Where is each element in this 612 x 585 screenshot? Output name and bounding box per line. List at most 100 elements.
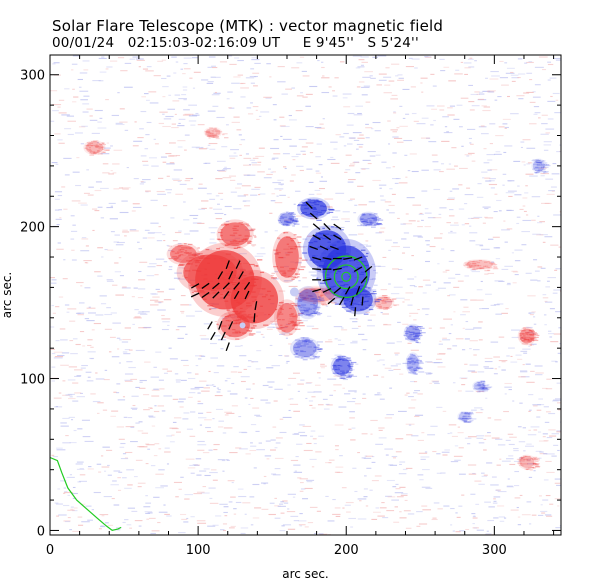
noise-mark: [62, 417, 70, 419]
positive-region-speckle: [464, 262, 469, 264]
noise-mark: [208, 370, 211, 373]
negative-region-speckle: [297, 305, 301, 307]
noise-mark: [72, 492, 78, 495]
noise-mark: [97, 247, 103, 249]
noise-mark: [357, 498, 367, 500]
noise-mark: [505, 72, 515, 74]
negative-region-speckle: [308, 242, 314, 244]
noise-mark: [137, 486, 142, 488]
noise-mark: [116, 527, 122, 529]
noise-mark: [70, 238, 75, 240]
noise-mark: [206, 82, 214, 84]
noise-mark: [510, 509, 519, 511]
noise-mark: [495, 258, 501, 260]
noise-mark: [289, 145, 297, 147]
noise-mark: [392, 178, 399, 180]
noise-mark: [498, 516, 505, 518]
positive-region-speckle: [85, 144, 90, 147]
positive-region-speckle: [276, 237, 281, 239]
noise-mark: [407, 342, 412, 344]
noise-mark: [375, 232, 382, 234]
noise-mark: [470, 143, 474, 145]
noise-mark: [311, 396, 316, 398]
noise-mark: [544, 421, 550, 423]
noise-mark: [523, 450, 526, 452]
noise-mark: [58, 392, 62, 394]
noise-mark: [166, 515, 172, 517]
noise-mark: [270, 200, 276, 202]
noise-mark: [426, 244, 430, 246]
negative-region-speckle: [360, 308, 365, 311]
positive-region-speckle: [225, 253, 232, 255]
noise-mark: [79, 90, 89, 92]
noise-mark: [556, 402, 561, 404]
negative-region-speckle: [303, 309, 309, 311]
positive-region-speckle: [296, 319, 302, 322]
negative-region-speckle: [305, 338, 311, 341]
positive-region-speckle: [244, 235, 249, 237]
noise-mark: [493, 500, 497, 502]
noise-mark: [497, 505, 505, 507]
negative-region-speckle: [333, 233, 338, 236]
noise-mark: [396, 141, 404, 143]
positive-region-speckle: [525, 332, 530, 334]
noise-mark: [374, 299, 380, 301]
positive-region-speckle: [225, 319, 230, 322]
positive-region-speckle: [280, 308, 284, 311]
noise-mark: [228, 175, 237, 177]
noise-mark: [89, 357, 95, 359]
noise-mark: [67, 517, 71, 519]
positive-region-speckle: [380, 299, 383, 302]
noise-mark: [320, 365, 327, 367]
noise-mark: [384, 201, 392, 203]
positive-region: [169, 245, 197, 263]
positive-region-speckle: [392, 298, 396, 300]
noise-mark: [133, 317, 142, 319]
noise-mark: [81, 521, 90, 523]
noise-mark: [129, 58, 136, 60]
noise-mark: [558, 409, 561, 411]
noise-mark: [110, 231, 115, 233]
negative-region-speckle: [367, 287, 371, 289]
noise-mark: [109, 60, 118, 62]
noise-mark: [90, 358, 94, 360]
noise-mark: [378, 73, 387, 75]
positive-region-speckle: [290, 322, 296, 324]
noise-mark: [341, 218, 350, 220]
noise-mark: [526, 501, 532, 503]
positive-region-speckle: [385, 301, 388, 303]
noise-mark: [168, 250, 174, 252]
negative-region-speckle: [410, 338, 415, 340]
noise-mark: [418, 286, 423, 288]
noise-mark: [517, 524, 522, 526]
noise-mark: [252, 483, 260, 486]
noise-mark: [538, 457, 542, 459]
noise-mark: [321, 61, 324, 63]
noise-mark: [238, 431, 247, 433]
positive-region-speckle: [320, 303, 324, 306]
noise-mark: [260, 333, 264, 336]
vector: [361, 296, 364, 306]
noise-mark: [163, 205, 168, 207]
noise-mark: [528, 394, 534, 396]
noise-mark: [238, 134, 242, 136]
noise-mark: [537, 514, 544, 516]
noise-mark: [204, 474, 211, 477]
positive-region-speckle: [247, 242, 252, 244]
noise-mark: [392, 136, 399, 138]
negative-region-speckle: [413, 333, 419, 335]
positive-region-speckle: [322, 303, 328, 305]
positive-region-speckle: [484, 270, 490, 272]
noise-mark: [262, 384, 269, 387]
noise-mark: [409, 285, 416, 287]
noise-mark: [131, 510, 138, 512]
noise-mark: [369, 489, 373, 491]
negative-region-speckle: [478, 383, 481, 385]
negative-region-speckle: [290, 218, 294, 220]
negative-region-speckle: [413, 373, 418, 375]
negative-region-speckle: [317, 236, 323, 239]
negative-region-speckle: [415, 332, 420, 334]
noise-mark: [244, 397, 248, 399]
noise-mark: [261, 508, 269, 510]
positive-region-speckle: [218, 231, 223, 234]
